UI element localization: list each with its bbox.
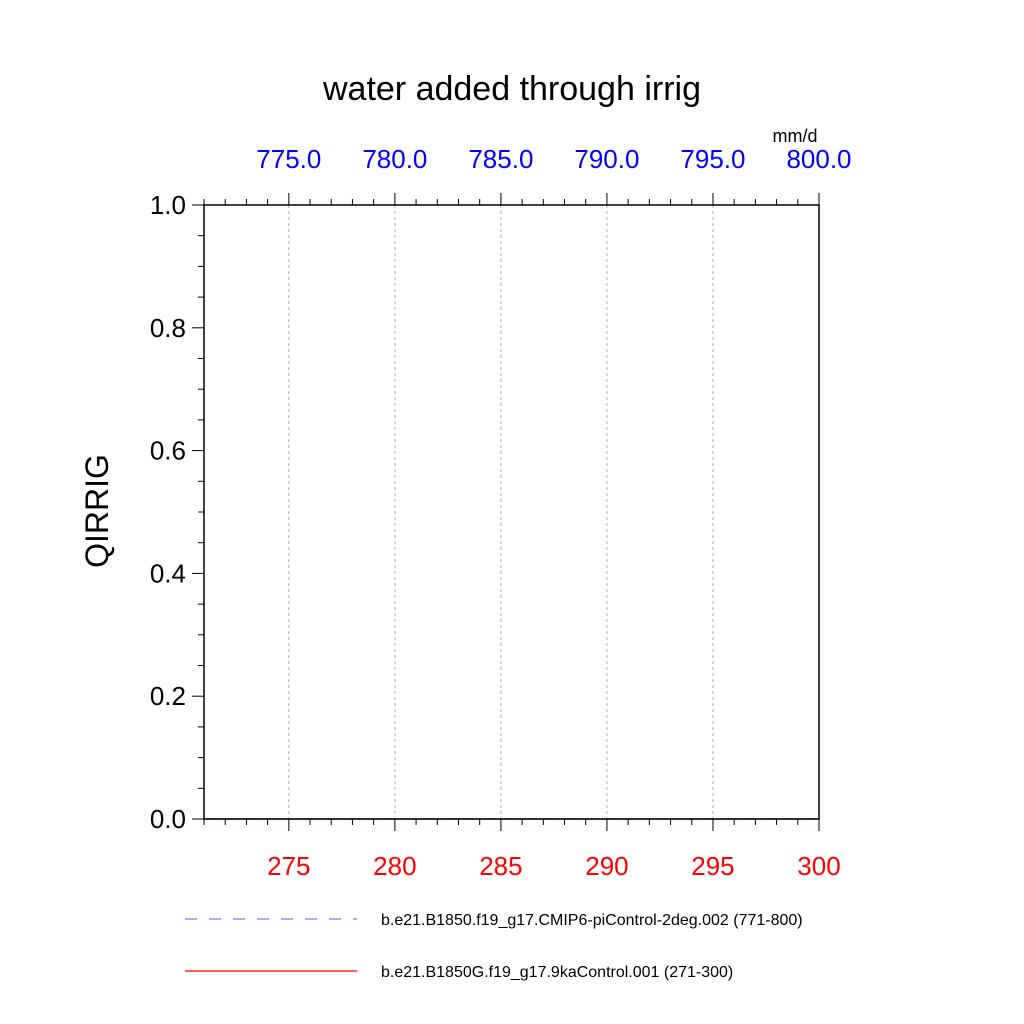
y-tick-label: 0.8 [150,313,186,343]
x-top-tick-label: 800.0 [786,144,851,174]
x-bottom-tick-label: 280 [373,851,416,881]
y-tick-label: 0.6 [150,436,186,466]
x-bottom-tick-label: 300 [797,851,840,881]
x-bottom-tick-label: 295 [691,851,734,881]
y-tick-label: 0.0 [150,804,186,834]
x-top-tick-label: 795.0 [680,144,745,174]
plot-frame [203,204,820,820]
x-top-tick-label: 785.0 [468,144,533,174]
y-tick-label: 1.0 [150,190,186,220]
legend-label-1: b.e21.B1850.f19_g17.CMIP6-piControl-2deg… [381,912,803,929]
y-tick-label: 0.4 [150,558,186,588]
y-tick-label: 0.2 [150,681,186,711]
x-top-tick-label: 780.0 [362,144,427,174]
x-bottom-tick-label: 275 [267,851,310,881]
x-bottom-tick-label: 290 [585,851,628,881]
tick-labels: 275 280 285 290 295 300 775.0 780.0 785.0 790.0 79… [150,144,852,881]
chart-title: water added through irrig [322,70,701,108]
x-top-tick-label: 790.0 [574,144,639,174]
x-bottom-tick-label: 285 [479,851,522,881]
axis-ticks [192,193,820,831]
legend-label-2: b.e21.B1850G.f19_g17.9kaControl.001 (271… [381,964,733,981]
x-top-tick-label: 775.0 [256,144,321,174]
legend: b.e21.B1850.f19_g17.CMIP6-piControl-2deg… [185,912,803,981]
y-axis-label: QIRRIG [79,454,115,568]
units-label: mm/d [773,126,818,146]
grid-lines [288,205,714,819]
